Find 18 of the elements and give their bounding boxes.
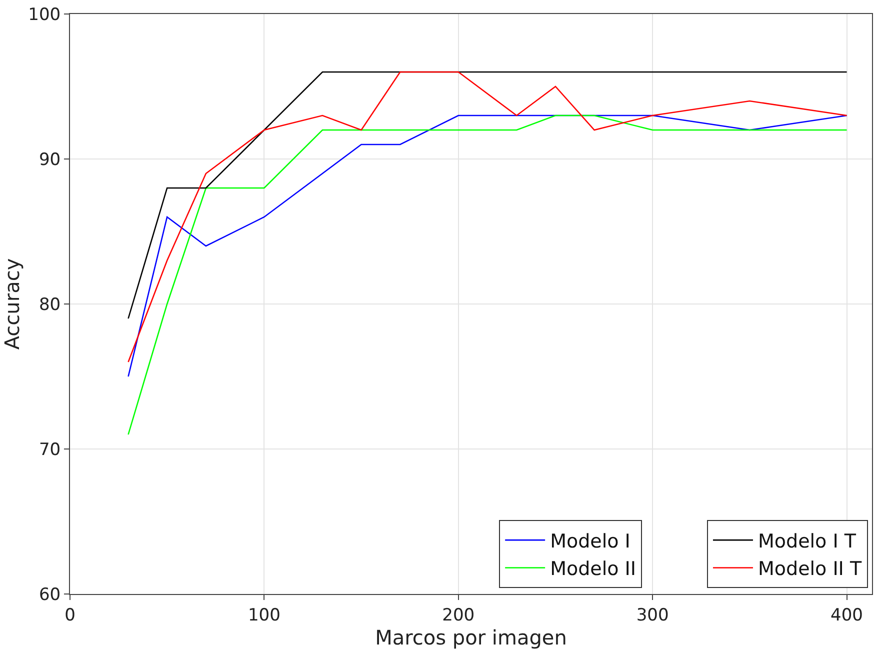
y-axis-title: Accuracy bbox=[0, 258, 24, 350]
legend-label: Modelo II T bbox=[758, 558, 862, 580]
y-tick-label: 90 bbox=[38, 150, 61, 170]
x-axis-title: Marcos por imagen bbox=[375, 625, 567, 650]
y-tick-label: 100 bbox=[28, 4, 61, 25]
x-tick-label: 0 bbox=[64, 605, 76, 626]
line-series bbox=[128, 114, 848, 378]
x-tick-label: 200 bbox=[442, 605, 475, 626]
y-tick-label: 60 bbox=[38, 584, 61, 605]
y-tick-label: 80 bbox=[38, 294, 61, 315]
x-tick-label: 300 bbox=[636, 605, 669, 626]
x-tick-label: 100 bbox=[248, 605, 280, 626]
legend-label: Modelo I bbox=[550, 530, 630, 552]
legend-label: Modelo II bbox=[550, 558, 636, 580]
line-series bbox=[128, 114, 848, 436]
legend-label: Modelo I T bbox=[758, 530, 856, 552]
x-tick-label: 400 bbox=[830, 605, 863, 626]
y-tick-label: 70 bbox=[38, 440, 61, 460]
